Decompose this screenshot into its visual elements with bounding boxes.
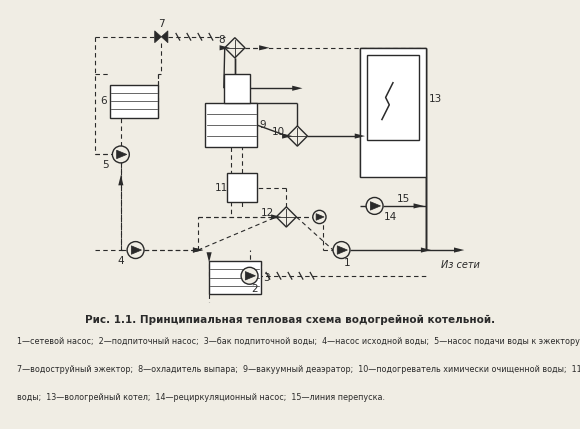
Text: 5: 5 bbox=[103, 160, 109, 170]
Text: 12: 12 bbox=[260, 208, 274, 218]
Text: 2: 2 bbox=[251, 284, 258, 294]
Circle shape bbox=[333, 242, 350, 259]
Text: 1—сетевой насос;  2—подпиточный насос;  3—бак подпиточной воды;  4—насос исходно: 1—сетевой насос; 2—подпиточный насос; 3—… bbox=[17, 337, 580, 346]
Polygon shape bbox=[282, 133, 292, 139]
Text: 6: 6 bbox=[100, 96, 107, 106]
Polygon shape bbox=[206, 252, 212, 263]
Polygon shape bbox=[287, 126, 307, 146]
Polygon shape bbox=[245, 272, 255, 280]
Text: 7—водоструйный эжектор;  8—охладитель выпара;  9—вакуумный деаэратор;  10—подогр: 7—водоструйный эжектор; 8—охладитель вып… bbox=[17, 365, 580, 374]
Polygon shape bbox=[193, 248, 203, 253]
Polygon shape bbox=[224, 38, 245, 58]
Circle shape bbox=[313, 210, 326, 224]
Polygon shape bbox=[220, 45, 230, 50]
Circle shape bbox=[127, 242, 144, 259]
Bar bbox=[367, 55, 419, 140]
Polygon shape bbox=[371, 202, 380, 210]
Bar bbox=[110, 85, 158, 118]
Text: 1: 1 bbox=[343, 258, 350, 268]
Bar bbox=[209, 261, 260, 294]
Text: Рис. 1.1. Принципиальная тепловая схема водогрейной котельной.: Рис. 1.1. Принципиальная тепловая схема … bbox=[85, 315, 495, 325]
Text: 7: 7 bbox=[158, 19, 164, 29]
Text: 9: 9 bbox=[260, 120, 266, 130]
Polygon shape bbox=[161, 31, 168, 43]
Text: 10: 10 bbox=[271, 127, 285, 137]
Polygon shape bbox=[155, 31, 161, 43]
Polygon shape bbox=[454, 248, 465, 253]
Circle shape bbox=[113, 146, 129, 163]
Polygon shape bbox=[355, 133, 365, 139]
Text: 3: 3 bbox=[263, 272, 270, 283]
Polygon shape bbox=[316, 214, 324, 220]
Polygon shape bbox=[271, 214, 281, 220]
Bar bbox=[227, 173, 257, 202]
Polygon shape bbox=[117, 150, 127, 159]
Polygon shape bbox=[292, 86, 303, 91]
Text: 15: 15 bbox=[397, 193, 410, 204]
Polygon shape bbox=[421, 248, 431, 253]
Polygon shape bbox=[118, 175, 124, 185]
Bar bbox=[360, 48, 426, 176]
Bar bbox=[205, 103, 257, 147]
Polygon shape bbox=[414, 203, 424, 208]
Bar bbox=[224, 73, 249, 103]
Polygon shape bbox=[131, 246, 142, 254]
Text: 14: 14 bbox=[384, 212, 397, 222]
Polygon shape bbox=[337, 246, 347, 254]
Text: Из сети: Из сети bbox=[441, 260, 480, 270]
Text: 13: 13 bbox=[429, 94, 442, 104]
Text: 4: 4 bbox=[117, 256, 124, 266]
Circle shape bbox=[241, 267, 258, 284]
Text: воды;  13—вологрейный котел;  14—рециркуляционный насос;  15—линия перепуска.: воды; 13—вологрейный котел; 14—рециркуля… bbox=[17, 393, 385, 402]
Text: 8: 8 bbox=[218, 36, 225, 45]
Polygon shape bbox=[193, 248, 203, 253]
Text: 11: 11 bbox=[215, 182, 228, 193]
Circle shape bbox=[366, 197, 383, 214]
Polygon shape bbox=[276, 207, 296, 227]
Polygon shape bbox=[259, 45, 269, 50]
